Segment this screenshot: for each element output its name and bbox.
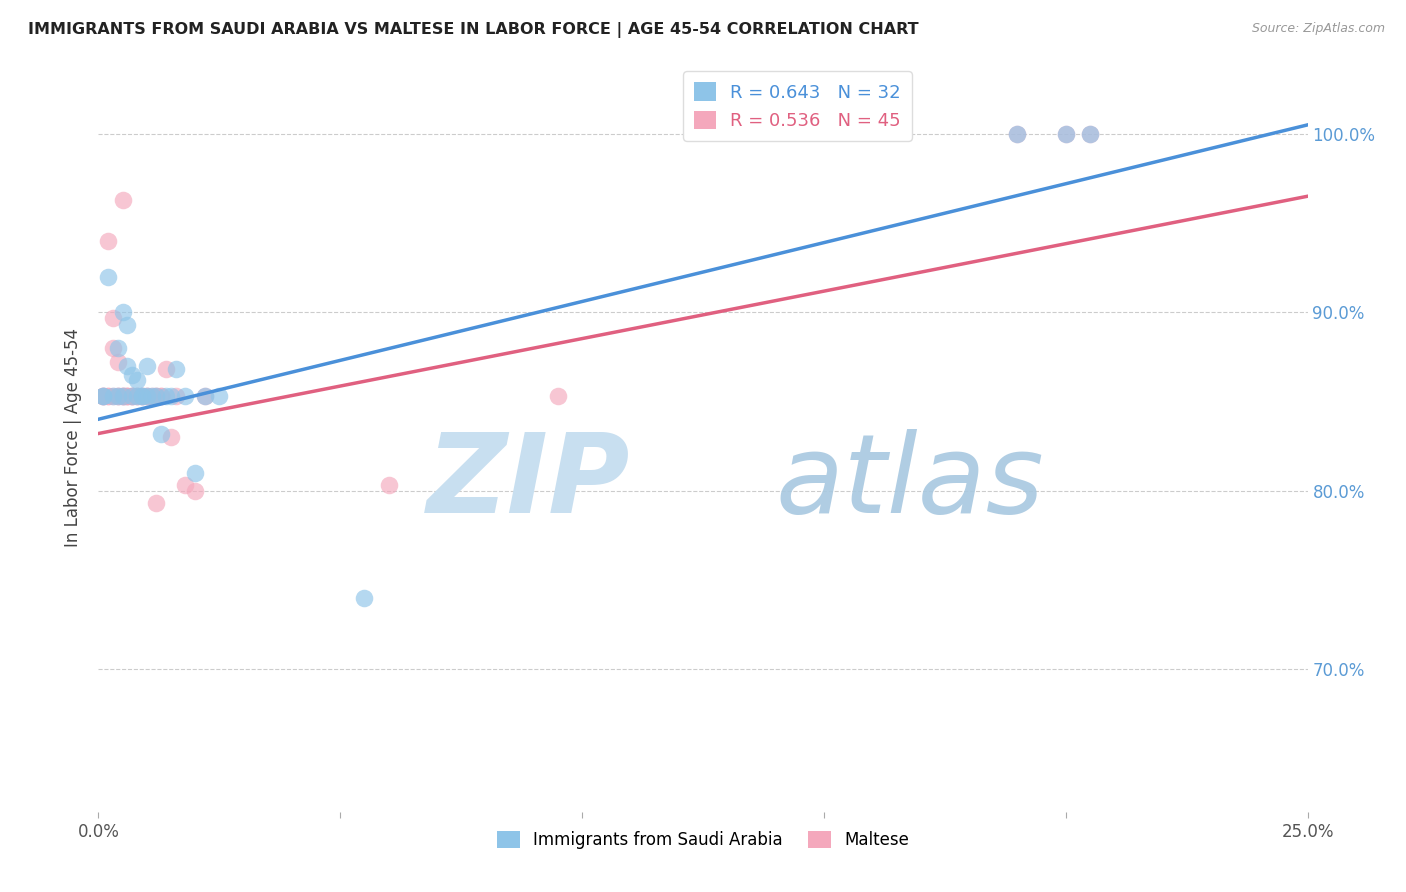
Point	[145, 389, 167, 403]
Point	[145, 389, 167, 403]
Point	[127, 389, 149, 403]
Point	[101, 341, 124, 355]
Point	[121, 389, 143, 403]
Point	[150, 426, 173, 441]
Point	[97, 389, 120, 403]
Point	[160, 430, 183, 444]
Point	[91, 389, 114, 403]
Point	[101, 310, 124, 325]
Point	[547, 389, 569, 403]
Point	[135, 389, 157, 403]
Point	[121, 389, 143, 403]
Point	[1007, 127, 1029, 141]
Point	[111, 389, 134, 403]
Point	[101, 389, 124, 403]
Point	[208, 389, 231, 403]
Point	[121, 389, 143, 403]
Point	[91, 389, 114, 403]
Point	[111, 193, 134, 207]
Point	[117, 389, 139, 403]
Point	[131, 389, 153, 403]
Point	[111, 389, 134, 403]
Point	[150, 389, 173, 403]
Point	[127, 389, 149, 403]
Point	[117, 389, 139, 403]
Point	[101, 389, 124, 403]
Point	[160, 389, 183, 403]
Point	[150, 389, 173, 403]
Text: Source: ZipAtlas.com: Source: ZipAtlas.com	[1251, 22, 1385, 36]
Point	[165, 362, 187, 376]
Point	[131, 389, 153, 403]
Point	[1054, 127, 1077, 141]
Point	[97, 234, 120, 248]
Legend: Immigrants from Saudi Arabia, Maltese: Immigrants from Saudi Arabia, Maltese	[489, 824, 917, 855]
Point	[107, 389, 129, 403]
Point	[135, 389, 157, 403]
Point	[184, 483, 207, 498]
Point	[145, 496, 167, 510]
Point	[141, 389, 163, 403]
Point	[117, 389, 139, 403]
Point	[1007, 127, 1029, 141]
Point	[155, 389, 177, 403]
Point	[117, 359, 139, 373]
Text: atlas: atlas	[776, 428, 1045, 535]
Point	[111, 305, 134, 319]
Point	[91, 389, 114, 403]
Point	[155, 362, 177, 376]
Point	[111, 389, 134, 403]
Point	[91, 389, 114, 403]
Point	[1054, 127, 1077, 141]
Point	[111, 389, 134, 403]
Point	[131, 389, 153, 403]
Point	[107, 341, 129, 355]
Point	[107, 355, 129, 369]
Point	[353, 591, 375, 605]
Point	[165, 389, 187, 403]
Point	[91, 389, 114, 403]
Point	[184, 466, 207, 480]
Text: ZIP: ZIP	[427, 428, 630, 535]
Text: IMMIGRANTS FROM SAUDI ARABIA VS MALTESE IN LABOR FORCE | AGE 45-54 CORRELATION C: IMMIGRANTS FROM SAUDI ARABIA VS MALTESE …	[28, 22, 918, 38]
Point	[121, 389, 143, 403]
Point	[145, 389, 167, 403]
Point	[121, 368, 143, 382]
Point	[1078, 127, 1101, 141]
Point	[135, 389, 157, 403]
Point	[107, 389, 129, 403]
Point	[127, 389, 149, 403]
Point	[194, 389, 217, 403]
Point	[141, 389, 163, 403]
Point	[117, 318, 139, 332]
Point	[174, 478, 197, 492]
Point	[1078, 127, 1101, 141]
Point	[131, 389, 153, 403]
Point	[377, 478, 399, 492]
Point	[194, 389, 217, 403]
Point	[97, 269, 120, 284]
Point	[174, 389, 197, 403]
Y-axis label: In Labor Force | Age 45-54: In Labor Force | Age 45-54	[65, 327, 83, 547]
Point	[135, 359, 157, 373]
Point	[97, 389, 120, 403]
Point	[127, 373, 149, 387]
Point	[107, 389, 129, 403]
